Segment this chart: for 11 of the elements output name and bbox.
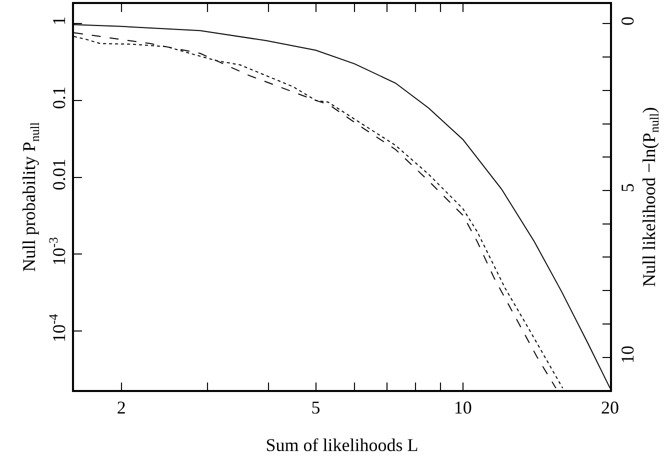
x-tick-label: 2	[116, 397, 126, 418]
y-tick-label: 0.01	[49, 158, 70, 190]
y2-tick-label: 5	[617, 183, 638, 192]
x-tick-label: 20	[601, 397, 619, 418]
y2-tick-label: 0	[617, 16, 638, 26]
y2-tick-label: 10	[617, 346, 638, 364]
y-tick-label: 0.1	[49, 86, 70, 109]
x-tick-label: 10	[454, 397, 472, 418]
x-axis-title: Sum of likelihoods L	[266, 434, 418, 455]
y-tick-label: 1	[49, 16, 70, 26]
x-tick-label: 5	[311, 397, 320, 418]
